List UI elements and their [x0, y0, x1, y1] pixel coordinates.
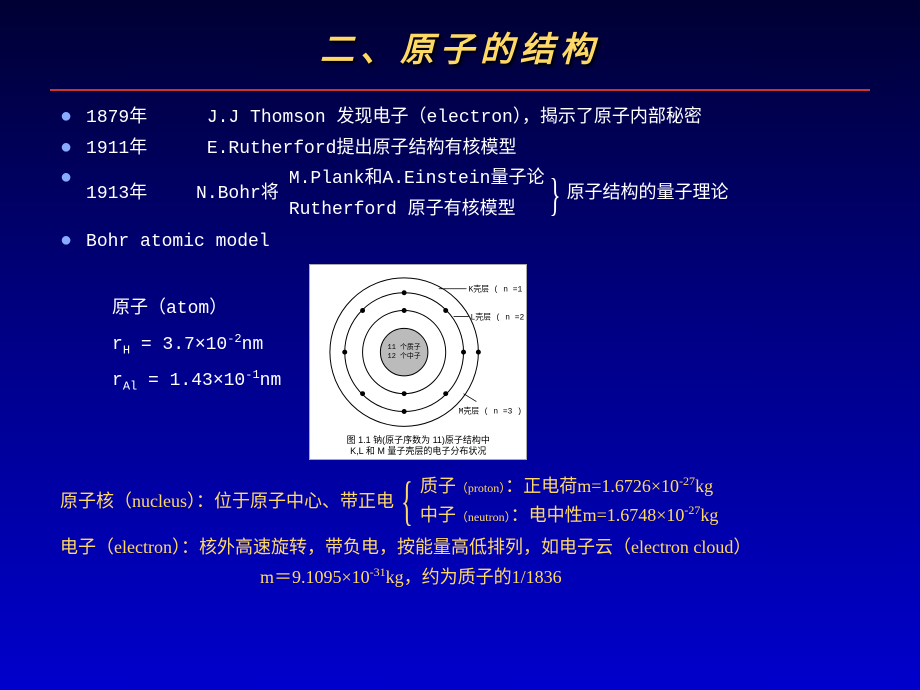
- bullet-1: ● 1879年 J.J Thomson 发现电子（electron），揭示了原子…: [60, 103, 860, 134]
- bohr-model-label: Bohr atomic model: [86, 227, 270, 258]
- svg-text:L壳层 ( n =2 ): L壳层 ( n =2 ): [471, 311, 527, 322]
- text-2: E.Rutherford提出原子结构有核模型: [207, 139, 517, 159]
- bohr-diagram: 11 个质子 12 个中子 K壳层 ( n =1 ) L壳层 ( n =2: [309, 264, 527, 460]
- year-3: 1913年: [86, 179, 196, 210]
- bullet-icon: ●: [60, 134, 72, 164]
- middle-row: 原子（atom） rH = 3.7×10-2nm rAl = 1.43×10-1…: [60, 264, 860, 460]
- formulas: 原子（atom） rH = 3.7×10-2nm rAl = 1.43×10-1…: [60, 264, 281, 397]
- text-1: J.J Thomson 发现电子（electron），揭示了原子内部秘密: [207, 108, 702, 128]
- bullet-3: ● 1913年 N.Bohr将 M.Plank和A.Einstein量子论 Ru…: [60, 164, 860, 225]
- bullet-2: ● 1911年 E.Rutherford提出原子结构有核模型: [60, 134, 860, 165]
- proton-line: 质子（proton）：正电荷m=1.6726×10-27kg: [420, 472, 718, 501]
- bullet-4: ● Bohr atomic model: [60, 227, 860, 258]
- brace-icon: }: [550, 165, 561, 225]
- divider: [50, 89, 870, 91]
- text-3: N.Bohr将: [196, 179, 279, 210]
- svg-text:K壳层 ( n =1 ): K壳层 ( n =1 ): [469, 284, 527, 295]
- bohr-line1: M.Plank和A.Einstein量子论: [289, 164, 545, 195]
- bohr-result: 原子结构的量子理论: [567, 179, 729, 210]
- year-2: 1911年: [86, 134, 196, 165]
- bohr-line2: Rutherford 原子有核模型: [289, 195, 545, 226]
- rH-formula: rH = 3.7×10-2nm: [112, 329, 281, 361]
- neutron-line: 中子（neutron）：电中性m=1.6748×10-27kg: [420, 501, 718, 530]
- year-1: 1879年: [86, 103, 196, 134]
- electron-line1: 电子（electron）：核外高速旋转，带负电，按能量高低排列，如电子云（ele…: [60, 532, 860, 563]
- bullet-icon: ●: [60, 164, 72, 194]
- diagram-svg: 11 个质子 12 个中子 K壳层 ( n =1 ) L壳层 ( n =2: [310, 265, 526, 459]
- main-content: ● 1879年 J.J Thomson 发现电子（electron），揭示了原子…: [0, 103, 920, 460]
- electron-line2: m＝9.1095×10-31kg，约为质子的1/1836: [60, 562, 860, 593]
- diagram-caption: 图 1.1 钠(原子序数为 11)原子结构中 K,L 和 M 量子壳层的电子分布…: [310, 435, 526, 457]
- bullet-icon: ●: [60, 103, 72, 133]
- bullet-icon: ●: [60, 227, 72, 257]
- nucleus-label: 原子核（nucleus）：位于原子中心、带正电: [60, 486, 394, 517]
- core-top: 11 个质子: [388, 342, 421, 352]
- brace-left-icon: {: [401, 474, 413, 528]
- atom-label: 原子（atom）: [112, 294, 281, 325]
- svg-text:M壳层 ( n =3 ): M壳层 ( n =3 ): [459, 405, 522, 416]
- lower-section: 原子核（nucleus）：位于原子中心、带正电 { 质子（proton）：正电荷…: [0, 460, 920, 593]
- page-title: 二、原子的结构: [0, 0, 920, 71]
- core-bottom: 12 个中子: [388, 351, 421, 361]
- nucleus-line: 原子核（nucleus）：位于原子中心、带正电 { 质子（proton）：正电荷…: [60, 472, 718, 530]
- rAl-formula: rAl = 1.43×10-1nm: [112, 365, 281, 397]
